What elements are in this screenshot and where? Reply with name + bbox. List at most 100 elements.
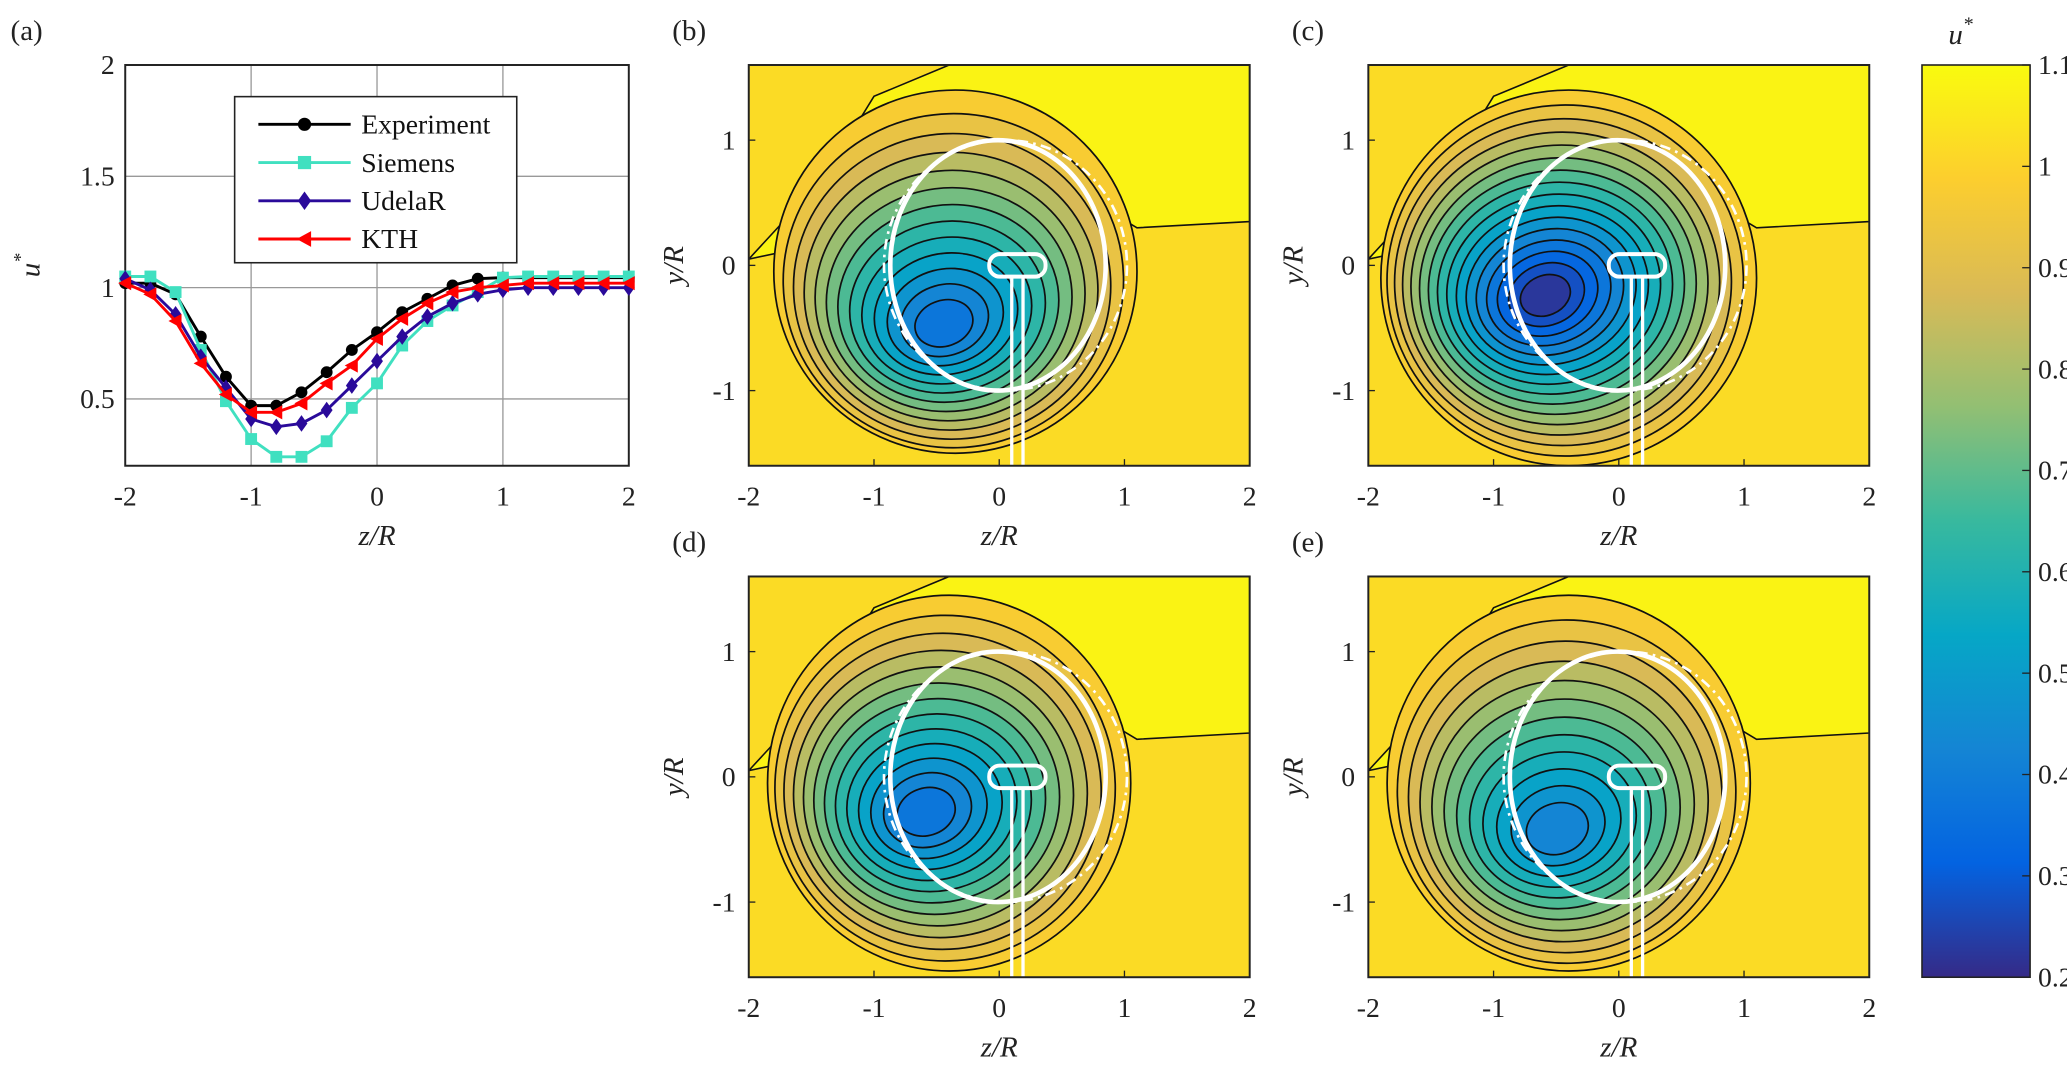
rotor-outline	[887, 649, 1108, 905]
panel-label-c: (c)	[1292, 15, 1324, 47]
legend-entry: UdelaR	[361, 185, 446, 216]
marker-diamond	[169, 306, 182, 323]
x-tick-label: -2	[1357, 480, 1380, 511]
legend: Experiment Siemens UdelaR KTH	[233, 95, 518, 264]
colorbar-tick-label: 0.2	[2038, 961, 2067, 992]
rotor-outline	[1507, 649, 1728, 905]
contour-panels: -2 -1 0 1 2 -1 0 1 z/R y/R -2 -1 0 1 2 -1 0 1 z/R y/R -2 -1 0 1…	[658, 64, 1876, 1063]
y-axis-label: u*	[10, 253, 46, 278]
y-tick-label: 0	[722, 761, 736, 792]
x-tick-label: 0	[992, 480, 1006, 511]
x-tick-label: 2	[1862, 480, 1876, 511]
marker-triangle-left	[344, 358, 358, 373]
marker-triangle-left	[118, 276, 132, 291]
contour-field	[1368, 65, 1870, 466]
y-tick-label: 1.5	[80, 161, 115, 192]
marker-triangle-left	[546, 276, 560, 291]
marker-square	[245, 433, 258, 445]
marker-square	[396, 339, 409, 352]
x-axis-label: z/R	[980, 1031, 1018, 1063]
marker-triangle-left	[218, 387, 232, 402]
nacelle-outline	[1606, 252, 1668, 279]
marker-triangle-left	[168, 313, 182, 329]
x-tick-label: -2	[114, 480, 137, 511]
marker-triangle-left	[294, 396, 308, 411]
marker-diamond	[220, 379, 232, 397]
colorbar: u* 0.2 0.3 0.4 0.5 0.6 0.7 0.8 0.9 1 1.1	[1921, 14, 2067, 992]
series-kth	[118, 276, 635, 420]
marker-circle	[295, 386, 308, 399]
marker-square	[496, 271, 509, 284]
x-axis-label: z/R	[357, 520, 395, 552]
colorbar-tick-label: 1.1	[2038, 49, 2067, 80]
marker-triangle-left	[420, 296, 434, 311]
marker-triangle-left	[319, 376, 333, 391]
marker-circle	[320, 366, 333, 379]
colorbar-tick-label: 0.8	[2038, 353, 2067, 384]
contour-level	[1525, 801, 1590, 856]
y-tick-label: 0	[1341, 761, 1355, 792]
marker-triangle-left	[269, 405, 283, 420]
x-tick-label: 1	[496, 480, 510, 511]
x-tick-label: 1	[1118, 992, 1132, 1023]
marker-square	[345, 401, 358, 414]
axes-frame	[124, 64, 630, 467]
x-tick-label: 1	[1118, 480, 1132, 511]
marker-square	[597, 270, 610, 283]
legend-entry: KTH	[361, 223, 418, 254]
x-tick-label: 1	[1737, 480, 1751, 511]
y-axis-label: y/R	[658, 246, 690, 288]
marker-triangle-left	[369, 331, 383, 346]
contour-level	[914, 298, 974, 348]
y-axis-label: y/R	[1277, 757, 1309, 799]
y-axis-label-sup: *	[10, 253, 30, 263]
marker-triangle-left	[244, 405, 258, 420]
x-axis-label: z/R	[1599, 520, 1637, 552]
colorbar-tick-label: 0.5	[2038, 657, 2067, 688]
marker-triangle-left	[193, 356, 207, 371]
marker-triangle-left	[621, 276, 635, 291]
contour-panel-c: -2 -1 0 1 2 -1 0 1 z/R y/R	[1277, 64, 1876, 552]
marker-circle	[297, 117, 312, 131]
marker-triangle-left	[495, 278, 509, 293]
panel-label-e: (e)	[1292, 526, 1324, 558]
nacelle-outline	[987, 252, 1048, 279]
y-tick-label: 1	[722, 636, 736, 667]
panel-label-a: (a)	[11, 15, 43, 47]
marker-triangle-left	[520, 276, 535, 291]
marker-square	[572, 270, 585, 283]
x-tick-label: 1	[1737, 992, 1751, 1023]
panel-label-b: (b)	[672, 15, 706, 47]
marker-square	[297, 155, 312, 170]
marker-triangle-left	[571, 276, 585, 291]
marker-triangle-left	[470, 280, 484, 295]
x-tick-label: -1	[862, 992, 885, 1023]
x-tick-label: -1	[1482, 480, 1505, 511]
y-tick-label: -1	[1332, 886, 1355, 917]
x-tick-label: -1	[240, 480, 263, 511]
x-tick-label: -1	[1482, 992, 1505, 1023]
marker-diamond	[345, 377, 358, 394]
colorbar-tick-label: 1	[2038, 151, 2052, 182]
marker-square	[220, 395, 232, 408]
x-tick-label: 2	[622, 480, 636, 511]
marker-diamond	[320, 401, 333, 419]
y-tick-label: 0	[722, 250, 736, 281]
rotor-outline	[1507, 137, 1728, 393]
marker-diamond	[295, 415, 308, 432]
y-axis-label: y/R	[658, 757, 690, 799]
y-tick-label: -1	[1332, 375, 1355, 406]
marker-diamond	[421, 308, 434, 325]
x-tick-label: -1	[862, 480, 885, 511]
marker-square	[547, 270, 560, 283]
marker-square	[144, 270, 157, 283]
marker-triangle-left	[445, 284, 459, 300]
y-tick-label: 0.5	[80, 383, 115, 414]
y-axis-label-base: u	[15, 263, 47, 278]
legend-entry: Siemens	[361, 147, 455, 178]
marker-square	[371, 377, 383, 390]
marker-square	[169, 286, 182, 299]
marker-diamond	[396, 328, 409, 345]
x-tick-label: 0	[370, 480, 384, 511]
